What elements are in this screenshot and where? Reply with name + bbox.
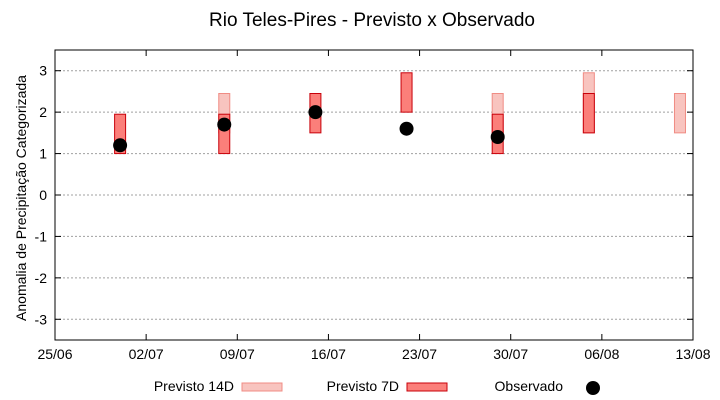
legend-swatch-previsto-7d: [406, 382, 448, 392]
point-observado: [490, 130, 505, 144]
series-previsto-14d: [218, 72, 686, 134]
y-tick-label: -3: [35, 311, 48, 327]
chart-title: Rio Teles-Pires - Previsto x Observado: [209, 10, 535, 31]
legend: Previsto 14D Previsto 7D Observado: [154, 378, 600, 395]
legend-label-previsto-14d: Previsto 14D: [154, 378, 234, 394]
bar-previsto-7d: [218, 113, 231, 155]
x-tick-label: 23/07: [402, 346, 437, 362]
y-tick-label: 2: [39, 104, 47, 120]
point-observado: [113, 138, 128, 153]
bar-previsto-7d: [400, 72, 413, 113]
x-tick-label: 06/08: [584, 346, 619, 362]
x-tick-label: 30/07: [493, 346, 528, 362]
y-axis-label: Anomalia de Precipitação Categorizada: [13, 75, 29, 321]
grid-lines: [55, 70, 693, 320]
y-tick-label: 3: [39, 63, 47, 79]
bar-previsto-14d: [673, 93, 686, 134]
plot-area: [54, 49, 694, 341]
x-tick-label: 25/06: [37, 346, 72, 362]
x-tick-label: 13/08: [675, 346, 710, 362]
bar-previsto-7d: [582, 93, 595, 134]
y-axis-ticks: -3 -2 -1 0 1 2 3: [35, 63, 693, 327]
legend-label-previsto-7d: Previsto 7D: [327, 378, 399, 394]
x-tick-label: 16/07: [311, 346, 346, 362]
x-tick-label: 02/07: [129, 346, 164, 362]
bar-previsto-7d: [114, 113, 127, 155]
point-observado: [217, 117, 232, 132]
legend-marker-observado: [586, 381, 600, 395]
series-observado: [113, 105, 505, 153]
series-previsto-7d: [114, 72, 595, 155]
y-tick-label: 1: [39, 146, 47, 162]
point-observado: [308, 105, 323, 120]
x-axis-ticks: 25/06 02/07 09/07 16/07 23/07 30/07 06/08 13/08: [37, 50, 711, 362]
x-tick-label: 09/07: [220, 346, 255, 362]
y-tick-label: 0: [39, 187, 47, 203]
legend-label-observado: Observado: [495, 378, 564, 394]
y-tick-label: -2: [35, 270, 48, 286]
legend-swatch-previsto-14d: [241, 382, 283, 392]
point-observado: [399, 121, 414, 136]
y-tick-label: -1: [35, 228, 48, 244]
